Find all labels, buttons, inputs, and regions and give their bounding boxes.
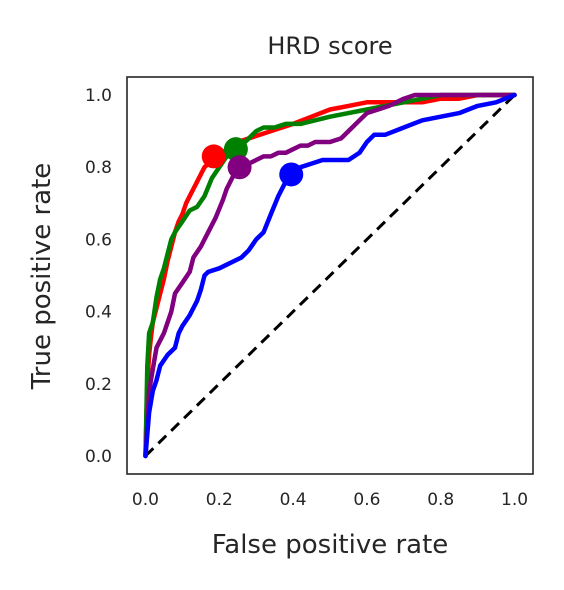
threshold-point-4 (279, 162, 304, 187)
x-tick-label: 0.6 (353, 490, 380, 510)
y-tick-label: 0.8 (85, 158, 112, 178)
y-axis-ticks: 0.0 0.2 0.4 0.6 0.8 1.0 (85, 86, 112, 467)
y-axis-title: True positive rate (27, 163, 57, 391)
roc-curve-4 (143, 92, 517, 459)
x-axis-ticks: 0.0 0.2 0.4 0.6 0.8 1.0 (132, 490, 528, 510)
x-tick-label: 0.4 (280, 490, 307, 510)
x-tick-label: 0.0 (132, 490, 159, 510)
plot-area (143, 92, 517, 459)
threshold-point-1 (201, 144, 226, 169)
roc-curve-3 (143, 92, 517, 459)
y-tick-label: 1.0 (85, 86, 112, 106)
x-axis-title: False positive rate (212, 530, 449, 560)
y-tick-label: 0.0 (85, 447, 112, 467)
x-tick-label: 0.8 (427, 490, 454, 510)
threshold-point-3 (227, 155, 252, 180)
y-tick-label: 0.2 (85, 375, 112, 395)
threshold-point-2 (223, 137, 248, 162)
y-tick-label: 0.6 (85, 230, 112, 250)
x-tick-label: 1.0 (501, 490, 528, 510)
y-tick-label: 0.4 (85, 303, 112, 323)
chance-diagonal-line (144, 93, 516, 458)
chart-title: HRD score (267, 32, 392, 60)
x-tick-label: 0.2 (206, 490, 233, 510)
